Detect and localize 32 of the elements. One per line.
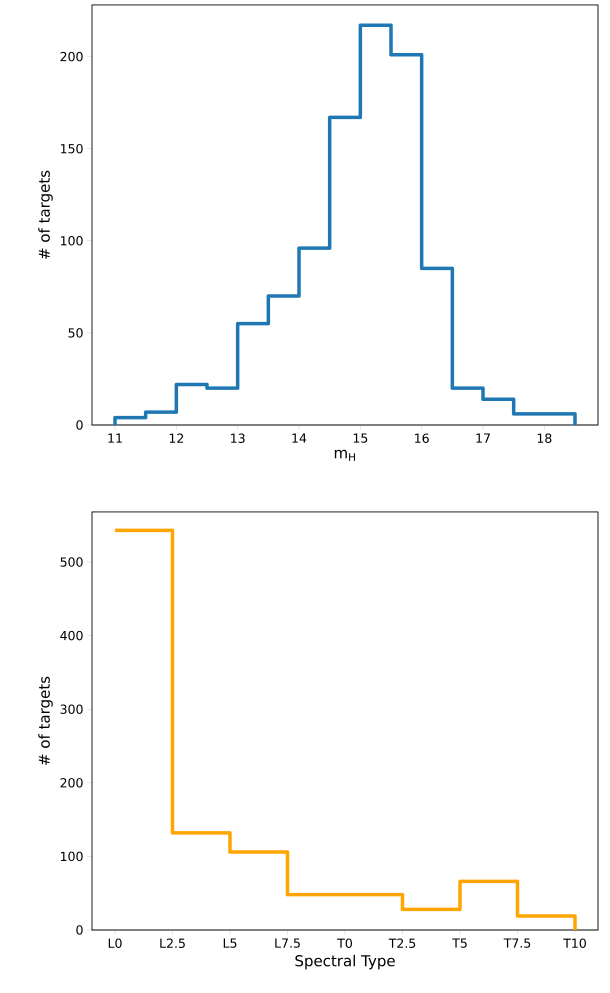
- y-tick-label: 400: [60, 630, 83, 640]
- x-tick-label: 14: [292, 434, 306, 443]
- x-tick-label: 17: [476, 434, 490, 443]
- y-tick-label: 100: [60, 852, 83, 862]
- x-tick-label: T0: [337, 938, 352, 948]
- x-tick-label: 13: [231, 434, 245, 443]
- y-axis-title: # of targets: [38, 676, 53, 765]
- x-tick-label: 11: [108, 434, 122, 443]
- x-tick-label: 18: [538, 434, 552, 443]
- x-tick-label: 12: [170, 434, 184, 443]
- y-tick-label: 50: [68, 328, 83, 338]
- x-tick-label: T10: [563, 938, 586, 948]
- x-axis-title: m$_{H}$: [334, 450, 355, 461]
- x-tick-label: L2.5: [160, 938, 185, 948]
- y-tick-label: 150: [60, 144, 83, 154]
- x-tick-label: T5: [452, 938, 467, 948]
- x-tick-label: T2.5: [388, 938, 416, 948]
- x-tick-label: 16: [415, 434, 429, 443]
- x-tick-label: L0: [108, 938, 122, 948]
- y-tick-label: 200: [60, 52, 83, 62]
- y-tick-label: 200: [60, 778, 83, 788]
- y-tick-label: 100: [60, 236, 83, 246]
- y-axis-title: # of targets: [38, 170, 53, 259]
- y-tick-label: 500: [60, 557, 83, 567]
- x-tick-label: 15: [354, 434, 368, 443]
- x-axis-title: Spectral Type: [295, 954, 395, 970]
- x-tick-label: L5: [224, 938, 236, 948]
- x-tick-label: T7.5: [504, 938, 530, 948]
- x-tick-label: L7.5: [275, 938, 300, 948]
- y-tick-label: 0: [76, 925, 83, 935]
- y-tick-label: 0: [76, 420, 83, 430]
- y-tick-label: 300: [60, 704, 83, 714]
